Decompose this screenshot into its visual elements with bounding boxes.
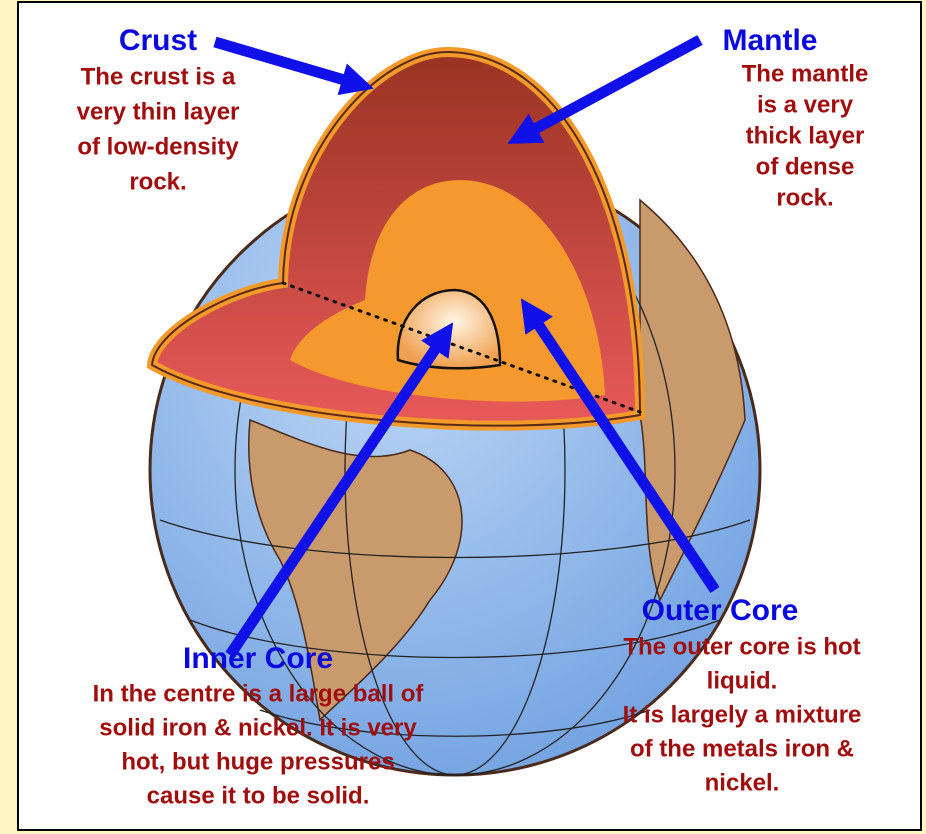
- layer-description: of low-density: [77, 133, 239, 160]
- layer-description: liquid.: [707, 667, 778, 694]
- layer-description: very thin layer: [77, 98, 240, 125]
- labels: Crust The crust is a very thin layer of low…: [77, 24, 869, 809]
- layer-description: The crust is a: [81, 63, 236, 90]
- layer-description: cause it to be solid.: [147, 782, 370, 809]
- layer-description: The outer core is hot: [623, 633, 860, 660]
- layer-title: Inner Core: [183, 642, 333, 675]
- layer-title: Crust: [119, 24, 197, 57]
- layer-description: nickel.: [705, 769, 780, 796]
- layer-description: rock.: [129, 168, 186, 195]
- layer-description: The mantle: [742, 60, 869, 87]
- layer-description: thick layer: [746, 122, 865, 149]
- layer-description: In the centre is a large ball of: [93, 680, 425, 707]
- layer-description: of the metals iron &: [630, 735, 854, 762]
- arrows: [213, 35, 720, 659]
- layer-description: hot, but huge pressures: [121, 748, 394, 775]
- layer-title: Mantle: [722, 24, 817, 57]
- layer-description: is a very: [757, 91, 854, 118]
- layer-description: rock.: [776, 184, 833, 211]
- layer-description: solid iron & nickel. It is very: [99, 714, 417, 741]
- layer-description: It is largely a mixture: [623, 701, 862, 728]
- layer-description: of dense: [756, 153, 855, 180]
- layer-title: Outer Core: [642, 594, 799, 627]
